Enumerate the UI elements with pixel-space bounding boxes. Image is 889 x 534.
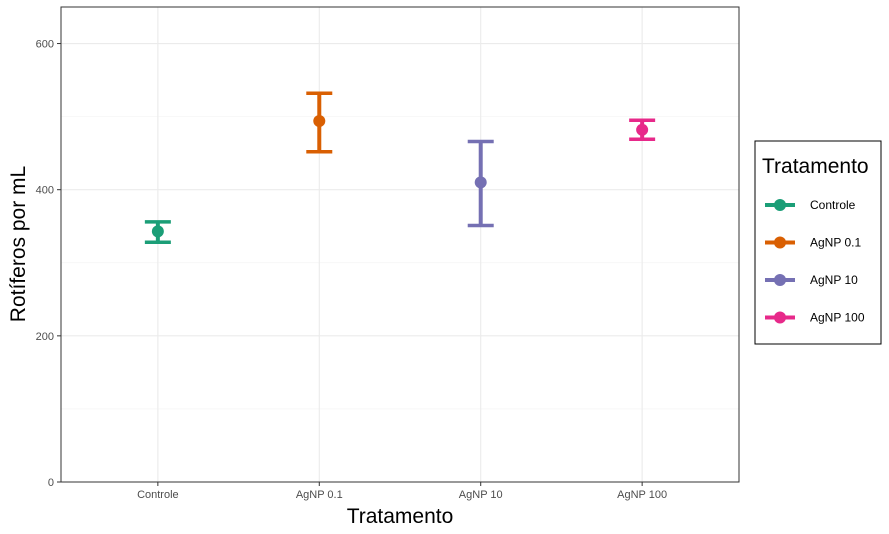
legend: Tratamento Controle AgNP 0.1 AgNP 10 AgNP 1… [754,140,882,345]
grid-lines [61,7,739,483]
legend-entry: AgNP 10 [765,273,858,287]
x-tick-label: AgNP 100 [617,489,667,501]
legend-entries: Controle AgNP 0.1 AgNP 10 AgNP 100 [765,198,865,325]
legend-key-point [774,199,786,211]
data-point [151,225,164,238]
legend-key-point [774,236,786,249]
legend-label: AgNP 10 [810,273,858,287]
y-axis: 0 200 400 600 [36,39,61,489]
legend-key-point [774,311,786,324]
legend-label: AgNP 0.1 [810,236,861,250]
data-point [474,176,487,189]
error-bar-group [629,118,656,142]
x-tick-label: AgNP 10 [459,489,503,501]
x-tick-label: Controle [137,489,179,501]
plot-panel-border [60,6,740,483]
legend-entry: AgNP 0.1 [765,236,861,250]
legend-key-point [774,274,786,286]
y-axis-title: Rotíferos por mL [7,166,30,322]
y-tick-label: 600 [36,39,54,51]
x-tick-label: AgNP 0.1 [296,489,343,501]
data-marks [144,91,656,245]
x-axis-title: Tratamento [347,505,454,528]
legend-entry: Controle [765,198,856,212]
error-bar-group [144,220,171,245]
legend-title: Tratamento [762,155,869,178]
x-axis: Controle AgNP 0.1 AgNP 10 AgNP 100 [137,482,667,501]
y-tick-label: 400 [36,185,54,197]
data-point [636,123,649,136]
y-tick-label: 0 [48,477,54,489]
y-tick-label: 200 [36,331,54,343]
legend-label: AgNP 100 [810,311,865,325]
error-bar-group [306,91,333,154]
data-point [313,115,326,127]
legend-label: Controle [810,198,856,212]
legend-entry: AgNP 100 [765,311,865,325]
error-bar-group [467,139,494,228]
